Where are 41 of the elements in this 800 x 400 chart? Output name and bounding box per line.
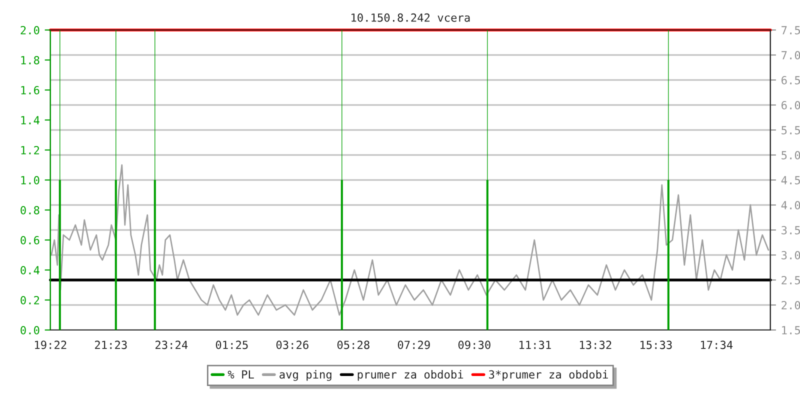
- y-tick-label: 1.6: [21, 86, 40, 94]
- y2-tick-label: 7.0: [782, 51, 800, 60]
- y2-tick-label: 7.5: [782, 26, 800, 34]
- x-tick-label: 01:25: [216, 340, 248, 350]
- x-tick-label: 09:30: [458, 340, 490, 350]
- y-tick-label: 0.8: [20, 206, 40, 214]
- y-tick-label: 1.2: [21, 146, 40, 154]
- y-tick-label: 0.4: [20, 266, 40, 274]
- y2-tick-label: 2.0: [782, 301, 800, 310]
- y2-tick-label: 6.5: [782, 76, 800, 84]
- y2-tick-label: 5.5: [782, 126, 800, 134]
- x-tick-label: 07:29: [398, 340, 430, 350]
- legend-label: avg ping: [280, 370, 332, 381]
- y2-tick-label: 4.5: [781, 176, 800, 184]
- x-tick-label: 05:28: [337, 340, 370, 350]
- x-tick-label: 17:34: [701, 340, 733, 350]
- y2-tick-label: 4.0: [781, 201, 800, 210]
- x-tick-label: 13:32: [580, 340, 612, 350]
- legend-label: 3*prumer za obdobi: [489, 370, 608, 381]
- y-tick-label: 2.0: [20, 26, 40, 34]
- y-tick-label: 0.2: [20, 296, 40, 304]
- y-tick-label: 1.4: [21, 116, 40, 124]
- chart-title: 10.150.8.242 vcera: [352, 13, 470, 22]
- x-tick-label: 11:31: [520, 340, 551, 350]
- x-tick-label: 03:26: [276, 340, 308, 350]
- y-tick-label: 0.0: [20, 326, 40, 334]
- legend-label: prumer za obdobi: [358, 370, 464, 381]
- x-tick-label: 21:23: [95, 340, 127, 350]
- y-tick-label: 1.8: [21, 56, 40, 64]
- x-tick-label: 15:33: [640, 340, 672, 350]
- y2-tick-label: 5.0: [782, 151, 800, 160]
- y2-tick-label: 2.5: [782, 276, 800, 284]
- y2-tick-label: 3.5: [782, 226, 800, 234]
- y2-tick-label: 3.0: [782, 251, 800, 260]
- y2-tick-label: 6.0: [782, 101, 800, 110]
- y2-tick-label: 1.5: [782, 326, 800, 334]
- y-tick-label: 0.6: [20, 236, 40, 244]
- x-tick-label: 23:24: [156, 340, 188, 350]
- x-tick-label: 19:22: [35, 340, 66, 350]
- y-tick-label: 1.0: [21, 176, 40, 184]
- legend-label: % PL: [228, 370, 254, 378]
